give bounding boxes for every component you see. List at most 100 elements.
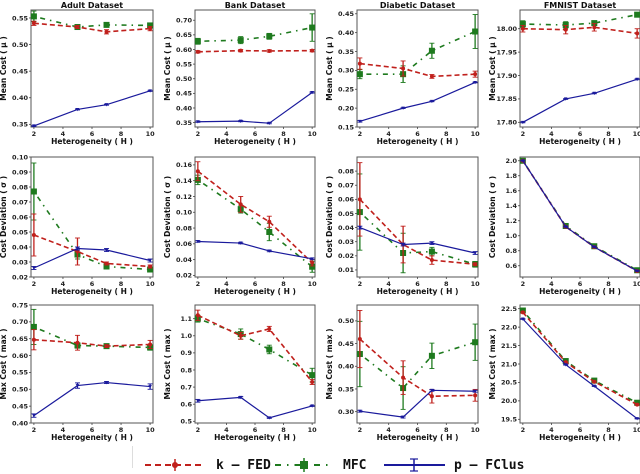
series-p-fclus (31, 89, 153, 128)
data-point-p-fclus (473, 80, 477, 85)
x-tick-label: 2 (521, 426, 526, 434)
x-tick-label: 6 (415, 280, 420, 288)
y-tick-label: 0.6 (180, 400, 192, 408)
x-tick-label: 2 (358, 280, 363, 288)
data-point-mfc (309, 24, 316, 31)
data-point-k-fed (357, 61, 362, 66)
y-tick-label: 0.06 (12, 213, 29, 221)
data-point-k-fed (592, 379, 597, 384)
y-axis-label: Mean Cost ( μ ) (488, 36, 497, 100)
plot-frame (194, 156, 316, 278)
legend-divider (132, 446, 133, 468)
data-point-p-fclus (267, 121, 272, 125)
data-point-k-fed (563, 27, 568, 32)
x-tick-label: 2 (358, 426, 363, 434)
x-tick-label: 2 (521, 130, 526, 138)
x-axis-label: Heterogeneity ( H ) (214, 433, 296, 442)
x-tick-label: 6 (253, 280, 258, 288)
data-point-p-fclus (196, 399, 200, 403)
plot-frame (194, 9, 316, 128)
data-point-mfc (356, 71, 363, 78)
x-tick-label: 8 (606, 426, 611, 434)
series-mfc (194, 174, 316, 273)
x-tick-label: 2 (521, 280, 526, 288)
data-point-k-fed (104, 261, 109, 266)
data-point-p-fclus (592, 245, 597, 249)
data-point-p-fclus (401, 415, 405, 419)
legend: k – FED MFC p – FClus (132, 446, 524, 473)
series-mfc (194, 13, 316, 45)
y-tick-label: 0.04 (12, 243, 29, 251)
series-mfc (519, 307, 640, 406)
y-tick-label: 0.60 (176, 46, 193, 54)
y-tick-label: 0.20 (338, 104, 355, 112)
y-tick-label: 0.40 (12, 419, 29, 427)
legend-entry-k-fed: k – FED (145, 458, 271, 473)
x-tick-label: 10 (308, 426, 318, 434)
y-tick-label: 20.0 (501, 397, 518, 405)
x-tick-label: 6 (578, 130, 583, 138)
legend-entry-p-fclus: p – FClus (384, 458, 524, 473)
series-line-mfc (522, 160, 638, 271)
series-line-mfc (33, 191, 151, 271)
data-point-k-fed (238, 48, 243, 53)
x-tick-label: 4 (549, 130, 554, 138)
x-tick-label: 6 (578, 426, 583, 434)
x-tick-label: 10 (471, 426, 481, 434)
subplot-title: Bank Dataset (225, 1, 286, 10)
y-tick-label: 0.45 (338, 10, 355, 18)
y-tick-label: 0.02 (176, 272, 192, 280)
y-axis-label: Cost Deviation ( σ ) (325, 176, 334, 258)
data-point-mfc (30, 323, 37, 330)
x-tick-label: 4 (61, 130, 66, 138)
y-tick-label: 0.55 (176, 60, 193, 68)
legend-mfc-label: MFC (343, 458, 366, 473)
x-tick-label: 8 (281, 280, 286, 288)
data-point-p-fclus (563, 363, 568, 367)
y-axis-label: Cost Deviation ( σ ) (488, 176, 497, 258)
data-point-k-fed (75, 249, 80, 254)
x-tick-label: 6 (90, 280, 95, 288)
x-tick-label: 10 (146, 280, 156, 288)
x-axis-label: Heterogeneity ( H ) (214, 287, 296, 296)
plot-frame (356, 156, 479, 278)
y-tick-label: 0.45 (338, 340, 355, 348)
y-tick-label: 0.50 (176, 75, 193, 83)
y-tick-label: 0.45 (176, 90, 193, 98)
data-point-p-fclus (430, 388, 434, 393)
series-k-fed (195, 161, 315, 267)
data-point-p-fclus (75, 247, 80, 251)
plot-frame (519, 304, 640, 424)
series-k-fed (520, 310, 640, 407)
y-tick-label: 0.40 (176, 104, 193, 112)
y-tick-label: 17.85 (496, 95, 517, 103)
x-tick-label: 6 (253, 426, 258, 434)
y-axis-label: Max Cost ( max ) (163, 328, 172, 399)
series-k-fed (31, 213, 153, 269)
y-tick-label: 1.2 (505, 217, 517, 225)
data-point-k-fed (635, 31, 640, 36)
series-line-p-fclus (197, 396, 313, 419)
data-point-k-fed (31, 337, 36, 342)
data-point-mfc (103, 263, 110, 270)
x-tick-label: 4 (549, 280, 554, 288)
subplot-3: Diabetic Dataset 2 4 6 8 10 0.15 0.20 0.25 0.30 0.… (325, 1, 480, 146)
x-tick-label: 8 (444, 130, 449, 138)
series-k-fed (357, 57, 478, 79)
y-tick-label: 0.08 (176, 224, 193, 232)
series-line-k-fed (359, 198, 476, 266)
x-tick-label: 10 (633, 280, 640, 288)
x-tick-label: 8 (281, 426, 286, 434)
y-tick-label: 0.75 (12, 301, 29, 309)
data-point-mfc (309, 372, 316, 379)
series-mfc (194, 314, 316, 383)
data-point-p-fclus (401, 243, 405, 247)
data-point-k-fed (592, 25, 597, 30)
data-point-p-fclus (104, 381, 109, 385)
data-point-mfc (30, 13, 37, 20)
y-axis-label: Cost Deviation ( σ ) (0, 176, 8, 258)
x-tick-label: 10 (146, 426, 156, 434)
data-point-p-fclus (358, 226, 362, 230)
data-point-p-fclus (104, 248, 109, 252)
